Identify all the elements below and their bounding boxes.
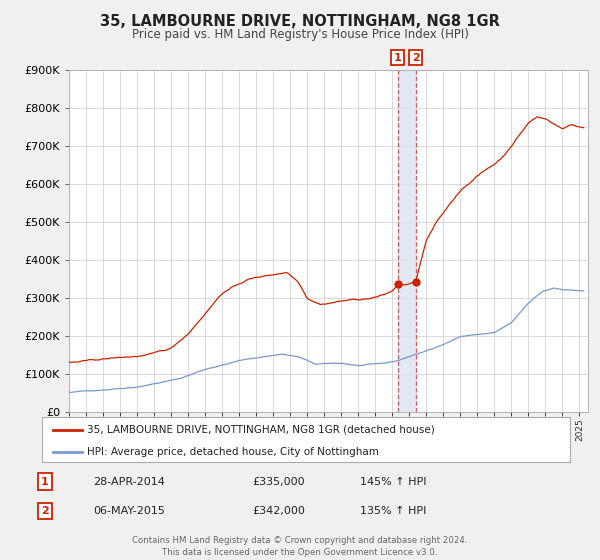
Text: 2: 2 [412,53,419,63]
Text: 28-APR-2014: 28-APR-2014 [93,477,165,487]
Text: This data is licensed under the Open Government Licence v3.0.: This data is licensed under the Open Gov… [163,548,437,557]
Text: 1: 1 [41,477,49,487]
Text: 145% ↑ HPI: 145% ↑ HPI [360,477,427,487]
Text: £335,000: £335,000 [252,477,305,487]
Text: 06-MAY-2015: 06-MAY-2015 [93,506,165,516]
Text: 2: 2 [41,506,49,516]
Text: Contains HM Land Registry data © Crown copyright and database right 2024.: Contains HM Land Registry data © Crown c… [132,536,468,545]
Text: £342,000: £342,000 [252,506,305,516]
Text: 35, LAMBOURNE DRIVE, NOTTINGHAM, NG8 1GR: 35, LAMBOURNE DRIVE, NOTTINGHAM, NG8 1GR [100,14,500,29]
Text: 135% ↑ HPI: 135% ↑ HPI [360,506,427,516]
Text: HPI: Average price, detached house, City of Nottingham: HPI: Average price, detached house, City… [87,447,379,457]
Text: Price paid vs. HM Land Registry's House Price Index (HPI): Price paid vs. HM Land Registry's House … [131,28,469,41]
Text: 35, LAMBOURNE DRIVE, NOTTINGHAM, NG8 1GR (detached house): 35, LAMBOURNE DRIVE, NOTTINGHAM, NG8 1GR… [87,424,434,435]
Bar [398,70,416,412]
Text: 1: 1 [394,53,401,63]
